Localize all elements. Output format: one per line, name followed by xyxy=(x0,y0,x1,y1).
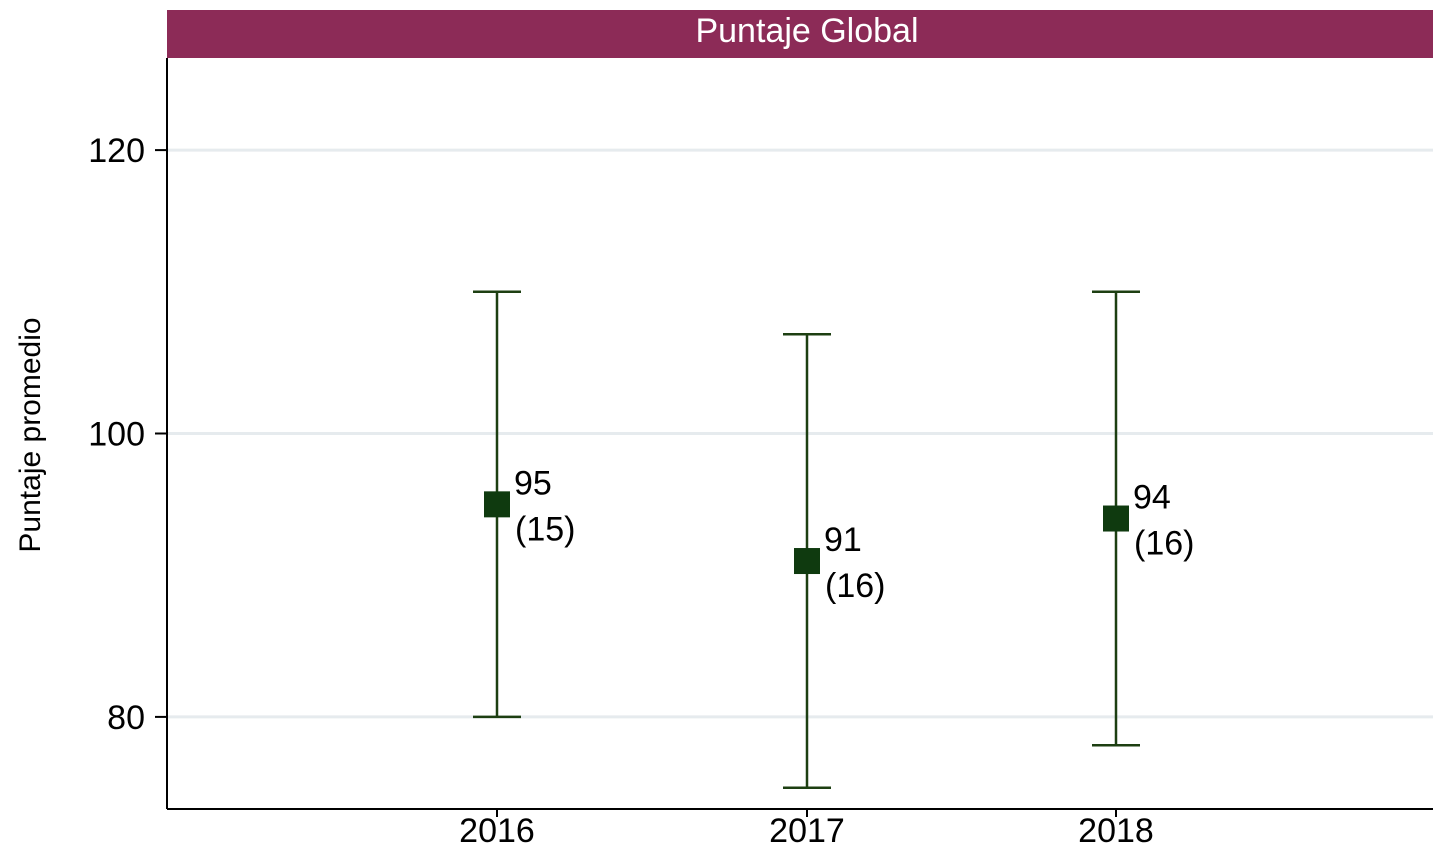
sd-value-label: (16) xyxy=(1134,525,1194,563)
x-tick-label: 2016 xyxy=(459,812,535,846)
sd-value-label: (16) xyxy=(825,567,885,605)
mean-marker xyxy=(484,491,510,518)
mean-value-label: 91 xyxy=(824,521,862,559)
sd-value-label: (15) xyxy=(515,510,575,548)
mean-value-label: 94 xyxy=(1133,479,1171,517)
x-ticks: 2016 2017 2018 xyxy=(459,809,1154,846)
chart-title: Puntaje Global xyxy=(695,12,918,50)
series: 95 (15) 91 (16) 94 (16) xyxy=(473,290,1194,789)
error-bar-group: 95 (15) xyxy=(473,290,575,719)
mean-marker xyxy=(794,548,820,575)
x-tick-label: 2017 xyxy=(769,812,845,846)
y-tick-label: 80 xyxy=(107,699,145,737)
y-tick-label: 120 xyxy=(88,132,145,170)
y-tick-label: 100 xyxy=(88,416,145,454)
title-band: Puntaje Global xyxy=(167,10,1433,58)
error-bar-group: 94 (16) xyxy=(1092,290,1194,747)
y-ticks: 80 100 120 xyxy=(88,132,167,737)
y-axis-label: Puntaje promedio xyxy=(14,317,47,552)
x-tick-label: 2018 xyxy=(1078,812,1154,846)
grid-lines xyxy=(167,148,1433,719)
mean-value-label: 95 xyxy=(514,464,552,502)
error-bar-group: 91 (16) xyxy=(783,333,885,789)
mean-marker xyxy=(1103,505,1129,532)
title-band-background xyxy=(167,10,1433,58)
